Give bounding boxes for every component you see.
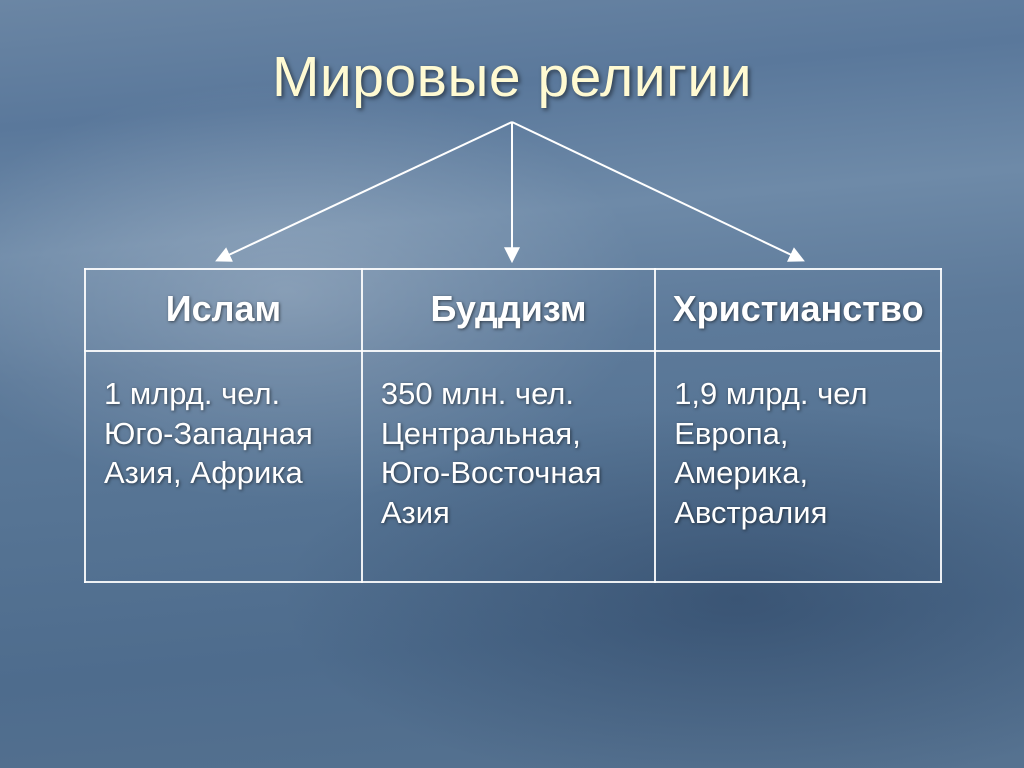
branch-arrows	[0, 114, 1024, 284]
table-body-row: 1 млрд. чел. Юго-Западная Азия, Африка 3…	[85, 351, 941, 582]
page-title: Мировые религии	[0, 44, 1024, 110]
col-header-christianity: Христианство	[655, 269, 941, 351]
cell-christianity: 1,9 млрд. чел Европа, Америка, Австралия	[655, 351, 941, 582]
religions-table: Ислам Буддизм Христианство 1 млрд. чел. …	[84, 268, 942, 583]
table-header-row: Ислам Буддизм Христианство	[85, 269, 941, 351]
cell-buddhism: 350 млн. чел. Центральная, Юго-Восточная…	[362, 351, 655, 582]
col-header-islam: Ислам	[85, 269, 362, 351]
col-header-buddhism: Буддизм	[362, 269, 655, 351]
cell-islam: 1 млрд. чел. Юго-Западная Азия, Африка	[85, 351, 362, 582]
